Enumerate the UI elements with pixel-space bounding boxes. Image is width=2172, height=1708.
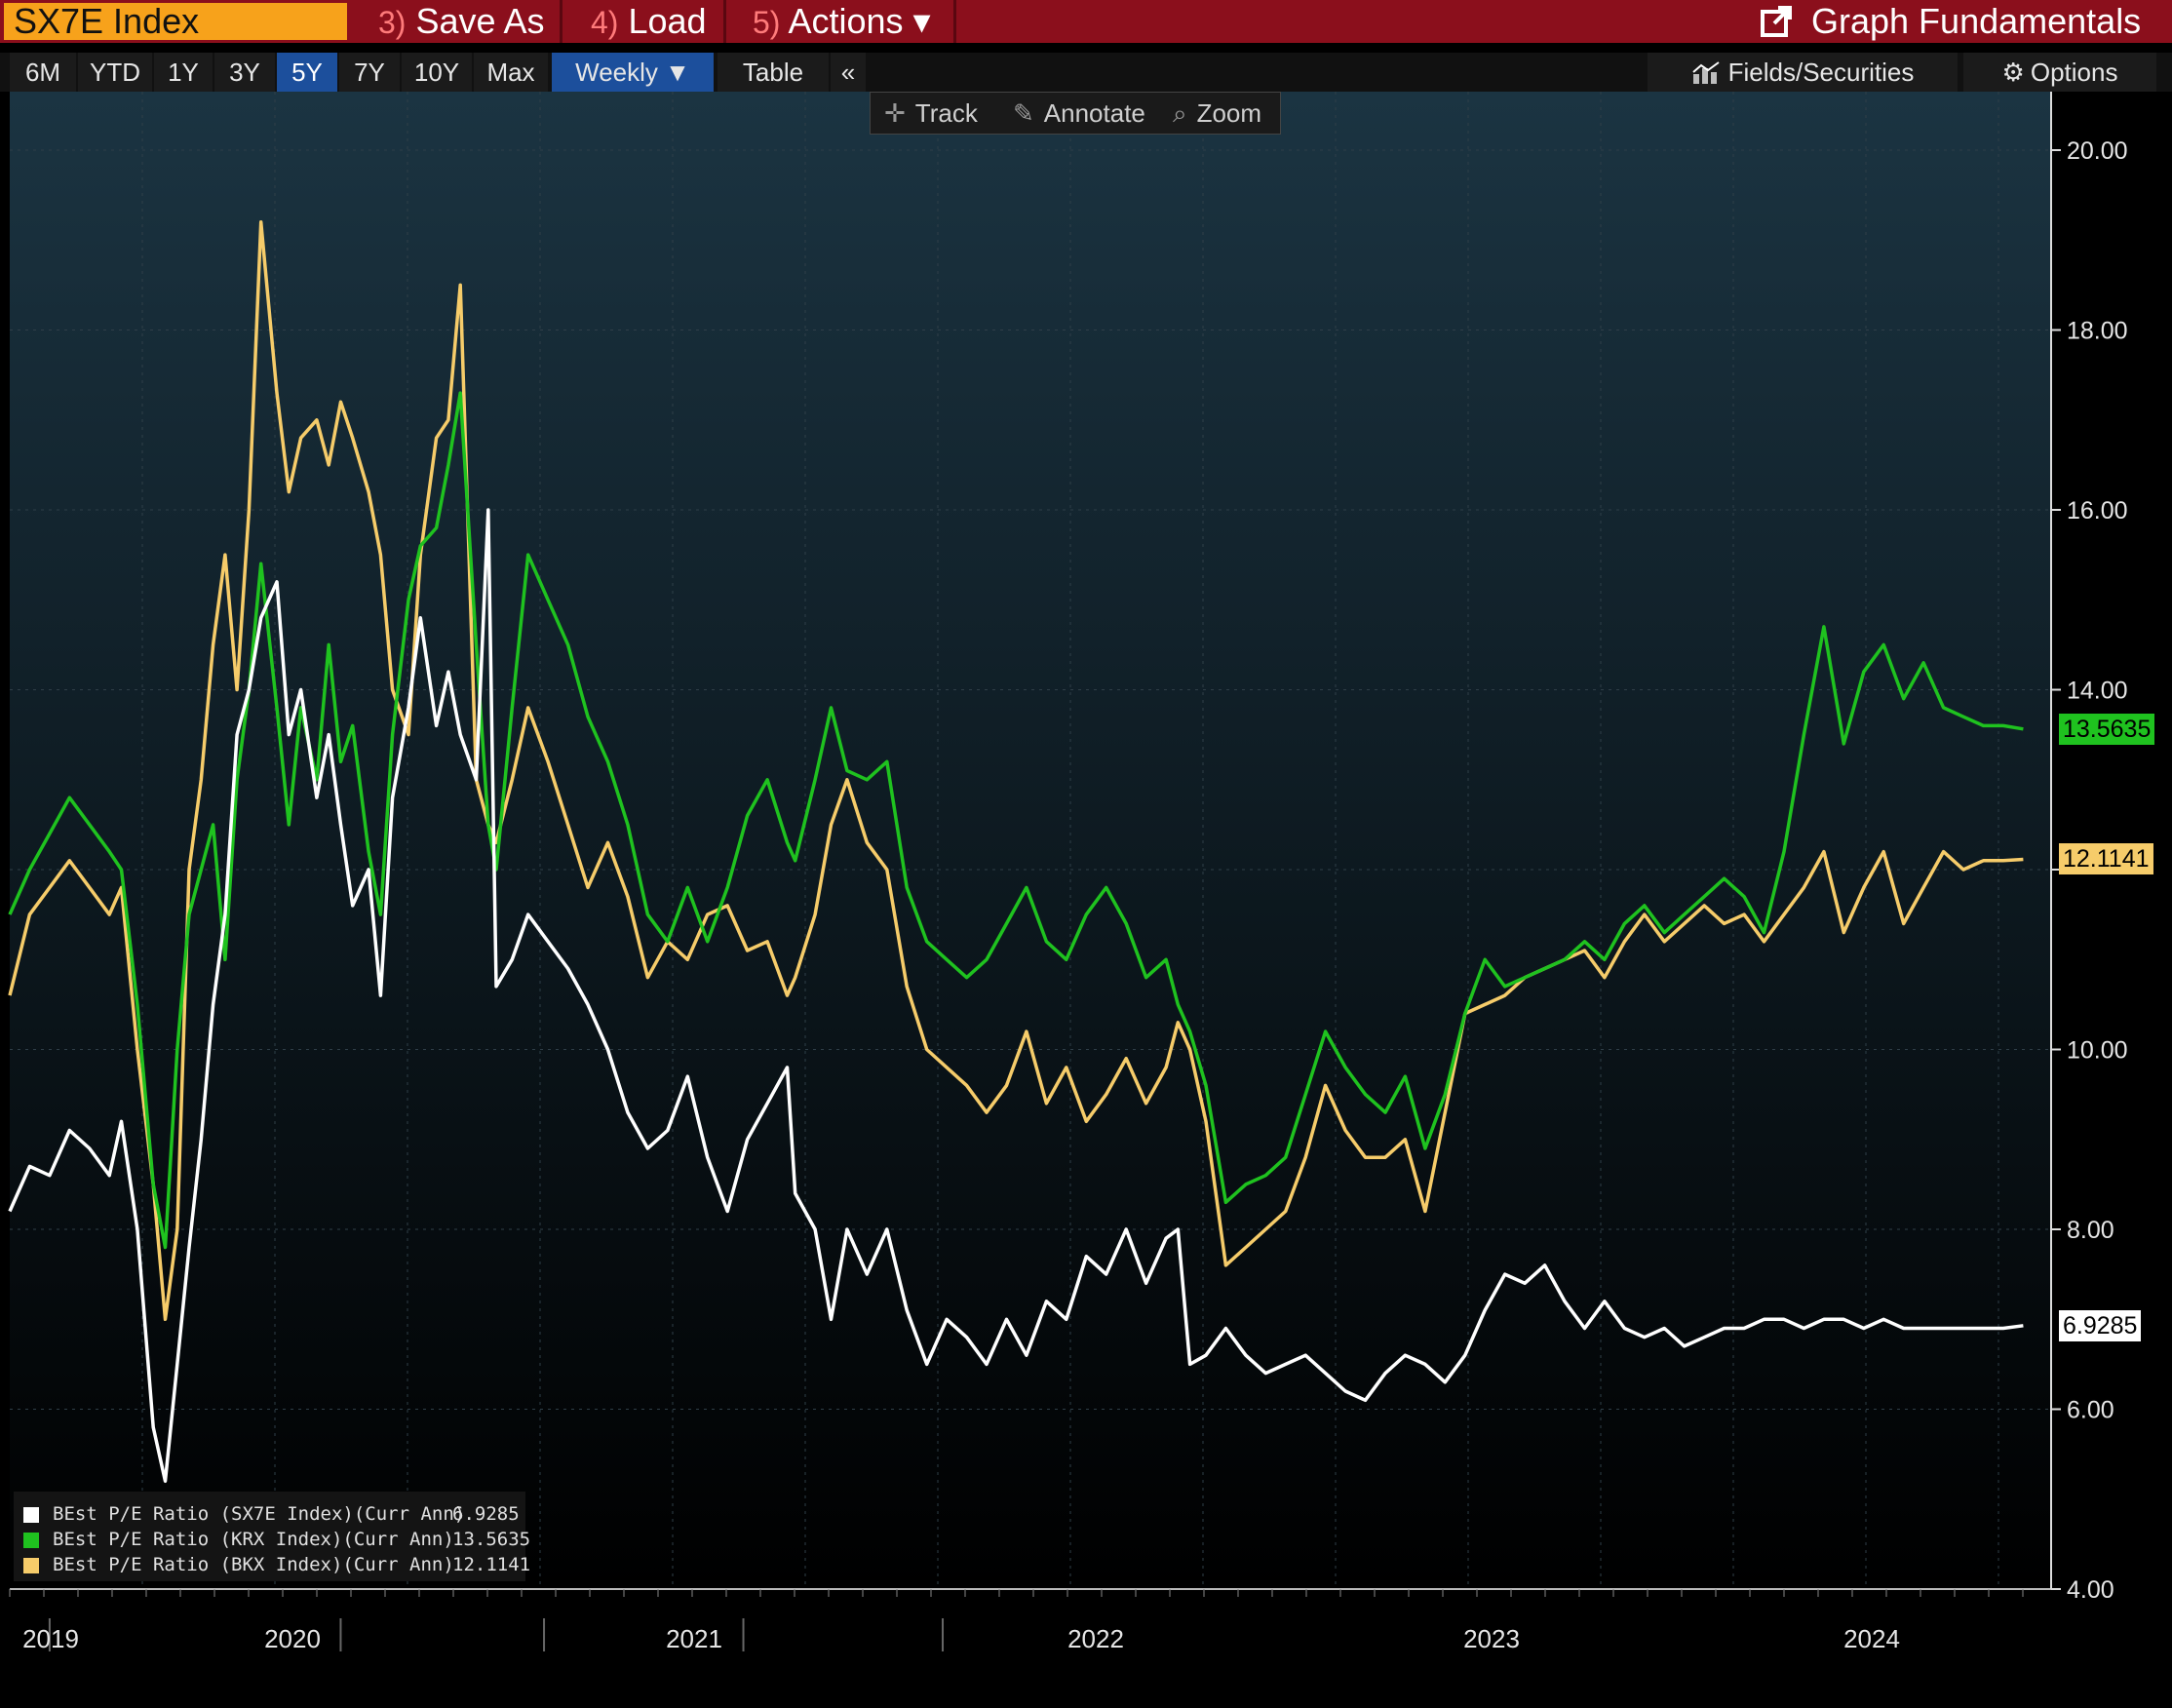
actions-label: Actions ▾: [788, 1, 931, 41]
legend-label: BEst P/E Ratio (BKX Index)(Curr Ann): [53, 1554, 454, 1575]
y-tick-label: 8.00: [2067, 1217, 2114, 1244]
top-bar: SX7E Index 3) Save As 4) Load 5) Actions…: [0, 0, 2172, 43]
gear-icon: ⚙: [2001, 58, 2025, 87]
divider: [953, 0, 956, 43]
load-number: 4): [591, 5, 619, 40]
x-tick-label: 2022: [1067, 1624, 1124, 1653]
frequency-dropdown[interactable]: Weekly ▼: [552, 53, 714, 92]
range-10y-button[interactable]: 10Y: [402, 53, 472, 92]
legend-item-krx: BEst P/E Ratio (KRX Index)(Curr Ann) 13.…: [23, 1527, 530, 1552]
legend-value: 12.1141: [452, 1554, 531, 1575]
fields-securities-button[interactable]: Fields/Securities: [1648, 53, 1958, 92]
collapse-button[interactable]: «: [831, 53, 866, 92]
save-as-button[interactable]: 3) Save As: [378, 0, 545, 43]
legend-value: 13.5635: [452, 1529, 531, 1550]
x-tick-label: 2021: [666, 1624, 722, 1653]
legend-swatch: [23, 1533, 39, 1548]
graph-fundamentals-button[interactable]: Graph Fundamentals: [1759, 0, 2141, 43]
x-tick-label: 2019: [22, 1624, 79, 1653]
legend-swatch: [23, 1507, 39, 1523]
track-tool[interactable]: ✛ Track: [884, 93, 978, 134]
chart-area[interactable]: 2019 2020 2021 2022 2023 2024 4.00 6.00 8.00 10.…: [0, 92, 2172, 1708]
save-as-label: Save As: [415, 1, 545, 41]
range-max-button[interactable]: Max: [474, 53, 548, 92]
series-lines: [8, 220, 2024, 1484]
fields-securities-label: Fields/Securities: [1727, 58, 1915, 87]
track-label: Track: [914, 98, 978, 128]
range-5y-button[interactable]: 5Y: [277, 53, 337, 92]
actions-button[interactable]: 5) Actions ▾: [753, 0, 931, 43]
actions-number: 5): [753, 5, 781, 40]
x-tick-label: 2023: [1463, 1624, 1520, 1653]
y-tick-label: 18.00: [2067, 318, 2128, 345]
legend-swatch: [23, 1558, 39, 1573]
range-6m-button[interactable]: 6M: [10, 53, 76, 92]
save-as-number: 3): [378, 5, 407, 40]
y-tick-label: 16.00: [2067, 497, 2128, 524]
legend-value: 6.9285: [452, 1503, 520, 1525]
table-button[interactable]: Table: [718, 53, 829, 92]
legend-item-sx7e: BEst P/E Ratio (SX7E Index)(Curr Ann) 6.…: [23, 1501, 520, 1527]
plot-background: [10, 92, 2051, 1589]
legend: BEst P/E Ratio (SX7E Index)(Curr Ann) 6.…: [14, 1492, 530, 1581]
x-axis: 2019 2020 2021 2022 2023 2024: [9, 1588, 2051, 1653]
load-label: Load: [628, 1, 707, 41]
bkx-series-line: [8, 220, 2024, 1322]
legend-item-bkx: BEst P/E Ratio (BKX Index)(Curr Ann) 12.…: [23, 1552, 530, 1577]
range-ytd-button[interactable]: YTD: [78, 53, 152, 92]
chart-settings-icon: [1691, 61, 1720, 84]
annotate-tool[interactable]: ✎ Annotate: [1013, 93, 1145, 134]
load-button[interactable]: 4) Load: [591, 0, 707, 43]
x-tick-label: 2020: [264, 1624, 321, 1653]
magnifier-icon: ⌕: [1173, 98, 1187, 128]
divider: [560, 0, 562, 43]
y-tick-label: 4.00: [2067, 1576, 2114, 1604]
zoom-tool[interactable]: ⌕ Zoom: [1173, 93, 1261, 134]
range-1y-button[interactable]: 1Y: [154, 53, 213, 92]
bkx-last-value-badge: 12.1141: [2059, 843, 2153, 875]
ticker-input[interactable]: SX7E Index: [4, 3, 347, 40]
y-tick-label: 14.00: [2067, 678, 2128, 705]
sx7e-series-line: [8, 508, 2024, 1484]
range-3y-button[interactable]: 3Y: [214, 53, 275, 92]
annotate-label: Annotate: [1043, 98, 1145, 128]
divider: [723, 0, 726, 43]
pencil-icon: ✎: [1013, 98, 1034, 128]
sx7e-last-value-badge: 6.9285: [2059, 1309, 2142, 1341]
y-tick-label: 6.00: [2067, 1397, 2114, 1424]
graph-title: Graph Fundamentals: [1811, 1, 2142, 41]
krx-last-value-badge: 13.5635: [2059, 713, 2155, 745]
chart-toolbox: ✛ Track ✎ Annotate ⌕ Zoom: [870, 92, 1281, 135]
options-button[interactable]: ⚙ Options: [1963, 53, 2156, 92]
krx-series-line: [8, 391, 2024, 1250]
y-axis: 4.00 6.00 8.00 10.00 14.00 16.00 18.00 20.00: [2050, 92, 2128, 1604]
legend-label: BEst P/E Ratio (KRX Index)(Curr Ann): [53, 1529, 454, 1550]
zoom-label: Zoom: [1196, 98, 1262, 128]
legend-label: BEst P/E Ratio (SX7E Index)(Curr Ann): [53, 1503, 466, 1525]
options-label: Options: [2030, 58, 2118, 87]
y-tick-label: 10.00: [2067, 1037, 2128, 1065]
x-tick-label: 2024: [1843, 1624, 1900, 1653]
range-bar: 6M YTD 1Y 3Y 5Y 7Y 10Y Max Weekly ▼ Tabl…: [0, 53, 2172, 92]
y-tick-label: 20.00: [2067, 137, 2128, 165]
external-link-icon: [1761, 6, 1792, 37]
range-7y-button[interactable]: 7Y: [339, 53, 400, 92]
crosshair-icon: ✛: [884, 98, 906, 128]
